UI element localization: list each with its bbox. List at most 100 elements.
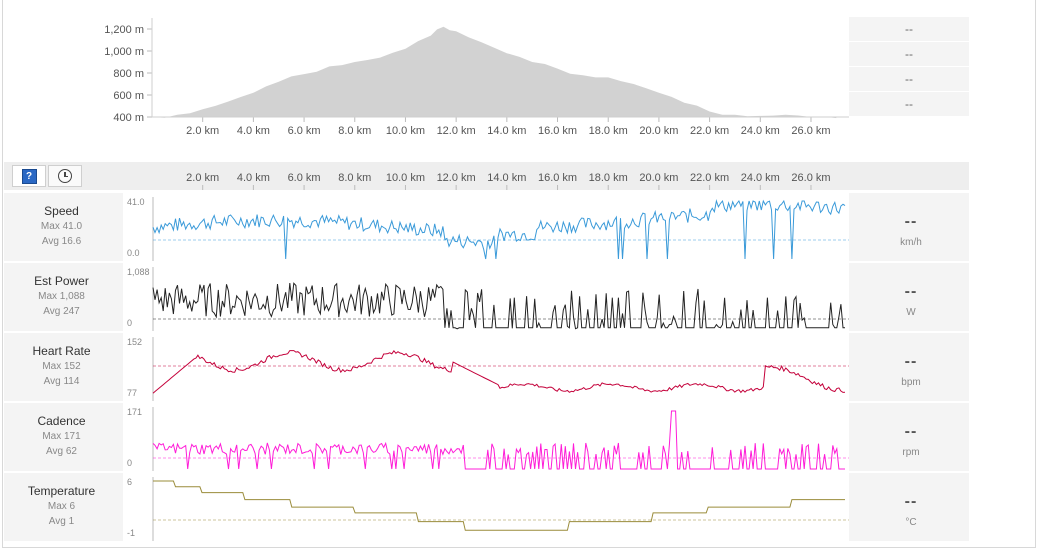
time-toggle-button[interactable] xyxy=(48,165,82,187)
elevation-x-tick-label: 26.0 km xyxy=(791,125,830,137)
metric-plot-bottom-label: 77 xyxy=(127,388,137,398)
metric-series-line xyxy=(152,199,846,260)
help-icon: ? xyxy=(21,168,37,184)
metric-row-speed: Speed Max 41.0 Avg 16.6 41.0 0.0 -- km/h xyxy=(4,193,969,261)
distance-axis-tick-label: 16.0 km xyxy=(538,172,577,184)
distance-axis-tick-label: 22.0 km xyxy=(690,172,729,184)
metric-avg: Avg 247 xyxy=(43,306,80,317)
elevation-x-tick-label: 6.0 km xyxy=(288,125,321,137)
metric-unit: W xyxy=(906,307,916,318)
elevation-y-tick-label: 1,200 m xyxy=(104,24,144,36)
metric-avg: Avg 1 xyxy=(48,516,75,527)
metric-name: Heart Rate xyxy=(32,344,91,358)
metric-current-value: -- xyxy=(904,353,918,370)
metric-plot-top-label: 6 xyxy=(127,477,132,487)
distance-axis-tick-label: 2.0 km xyxy=(186,172,219,184)
distance-axis-tick-label: 18.0 km xyxy=(589,172,628,184)
elevation-area xyxy=(152,26,837,119)
metric-series-line xyxy=(153,480,845,531)
metric-plot[interactable]: 152 77 xyxy=(123,333,849,401)
elevation-side-value-1: -- xyxy=(849,17,969,42)
metric-current-value: -- xyxy=(904,213,918,230)
elevation-chart: 1,200 m 1,000 m 800 m 600 m 400 m 2.0 km 4.0 … xyxy=(104,18,849,137)
elevation-side-value-2: -- xyxy=(849,42,969,67)
metric-unit: bpm xyxy=(901,377,921,388)
metric-plot[interactable]: 171 0 xyxy=(123,403,849,471)
metric-max: Max 6 xyxy=(47,501,76,512)
distance-axis-tick-label: 20.0 km xyxy=(639,172,678,184)
metric-plot-bottom-label: 0 xyxy=(127,458,132,468)
metric-name: Temperature xyxy=(27,484,96,498)
metric-value-cell: -- rpm xyxy=(853,403,969,471)
metric-plot[interactable]: 41.0 0.0 xyxy=(123,193,849,261)
metric-plot-svg: 171 0 xyxy=(127,407,849,471)
distance-axis-tick-label: 12.0 km xyxy=(437,172,476,184)
elevation-x-tick-label: 8.0 km xyxy=(338,125,371,137)
metric-unit: rpm xyxy=(902,447,920,458)
elevation-side-value-3: -- xyxy=(849,67,969,92)
elevation-x-tick-label: 12.0 km xyxy=(437,125,476,137)
metric-plot-bottom-label: 0 xyxy=(127,318,132,328)
metric-plot-svg: 1,088 0 xyxy=(127,267,849,331)
metric-series-line xyxy=(152,410,845,470)
elevation-x-tick-label: 4.0 km xyxy=(237,125,270,137)
metric-plot[interactable]: 1,088 0 xyxy=(123,263,849,331)
metric-avg: Avg 62 xyxy=(46,446,77,457)
metric-unit: °C xyxy=(905,517,917,528)
metric-max: Max 171 xyxy=(42,431,81,442)
metric-plot-svg: 41.0 0.0 xyxy=(127,197,849,261)
distance-axis-tick-label: 4.0 km xyxy=(237,172,270,184)
metric-row-est-power: Est Power Max 1,088 Avg 247 1,088 0 -- W xyxy=(4,263,969,331)
metric-current-value: -- xyxy=(904,283,918,300)
metric-avg: Avg 114 xyxy=(43,376,80,387)
metric-max: Max 1,088 xyxy=(38,291,85,302)
metric-plot-svg: 152 77 xyxy=(127,337,849,401)
distance-axis-tick-label: 26.0 km xyxy=(791,172,830,184)
metric-plot-top-label: 152 xyxy=(127,337,142,347)
help-button[interactable]: ? xyxy=(12,165,46,187)
elevation-y-tick-label: 800 m xyxy=(113,68,144,80)
chart-toolbar: ? xyxy=(4,162,969,190)
metric-value-cell: -- °C xyxy=(853,473,969,541)
elevation-x-tick-label: 24.0 km xyxy=(741,125,780,137)
metric-label-cell: Est Power Max 1,088 Avg 247 xyxy=(4,263,119,331)
distance-axis: 2.0 km 4.0 km 6.0 km 8.0 km 10.0 km 12.0 km 14… xyxy=(186,172,831,190)
metric-avg: Avg 16.6 xyxy=(41,236,82,247)
metric-plot-top-label: 171 xyxy=(127,407,142,417)
distance-axis-tick-label: 14.0 km xyxy=(487,172,526,184)
metric-value-cell: -- W xyxy=(853,263,969,331)
elevation-y-tick-label: 600 m xyxy=(113,90,144,102)
elevation-x-tick-label: 14.0 km xyxy=(487,125,526,137)
metric-plot-top-label: 1,088 xyxy=(127,267,150,277)
metric-current-value: -- xyxy=(904,423,918,440)
elevation-x-tick-label: 10.0 km xyxy=(386,125,425,137)
metric-series-line xyxy=(152,349,846,394)
distance-axis-tick-label: 10.0 km xyxy=(386,172,425,184)
elevation-x-tick-label: 22.0 km xyxy=(690,125,729,137)
metric-name: Cadence xyxy=(37,414,86,428)
metric-current-value: -- xyxy=(904,493,918,510)
elevation-x-tick-label: 2.0 km xyxy=(186,125,219,137)
elevation-side-value-4: -- xyxy=(849,92,969,117)
metric-value-cell: -- km/h xyxy=(853,193,969,261)
elevation-x-tick-label: 20.0 km xyxy=(639,125,678,137)
metric-unit: km/h xyxy=(900,237,922,248)
metric-plot-bottom-label: 0.0 xyxy=(127,248,140,258)
metric-row-temperature: Temperature Max 6 Avg 1 6 -1 -- °C xyxy=(4,473,969,541)
distance-axis-tick-label: 8.0 km xyxy=(338,172,371,184)
metric-name: Speed xyxy=(44,204,79,218)
metric-max: Max 41.0 xyxy=(40,221,83,232)
metric-label-cell: Temperature Max 6 Avg 1 xyxy=(4,473,119,541)
metric-label-cell: Speed Max 41.0 Avg 16.6 xyxy=(4,193,119,261)
metric-row-cadence: Cadence Max 171 Avg 62 171 0 -- rpm xyxy=(4,403,969,471)
metric-series-line xyxy=(152,282,845,330)
metric-max: Max 152 xyxy=(42,361,81,372)
metric-value-cell: -- bpm xyxy=(853,333,969,401)
elevation-y-tick-label: 400 m xyxy=(113,112,144,124)
metric-plot[interactable]: 6 -1 xyxy=(123,473,849,541)
metric-label-cell: Cadence Max 171 Avg 62 xyxy=(4,403,119,471)
elevation-x-tick-label: 16.0 km xyxy=(538,125,577,137)
metric-plot-svg: 6 -1 xyxy=(127,477,849,541)
clock-icon xyxy=(58,169,72,183)
